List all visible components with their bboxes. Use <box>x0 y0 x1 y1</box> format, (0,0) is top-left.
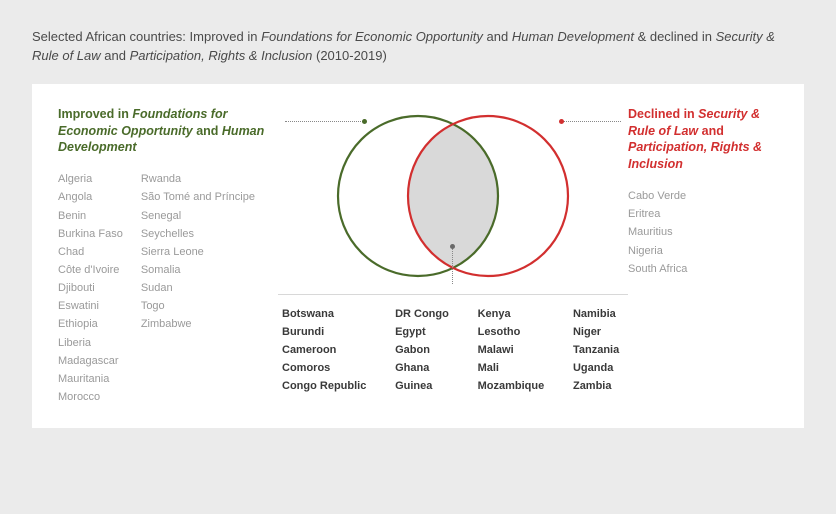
both-list-4: NamibiaNigerTanzaniaUgandaZambia <box>573 305 624 396</box>
country-item: Uganda <box>573 359 624 377</box>
country-item: Zambia <box>573 377 624 395</box>
country-item: Togo <box>141 297 255 315</box>
declined-list: Cabo VerdeEritreaMauritiusNigeriaSouth A… <box>628 187 778 278</box>
country-item: Algeria <box>58 170 123 188</box>
country-item: Somalia <box>141 261 255 279</box>
country-item: Ghana <box>395 359 454 377</box>
venn-svg <box>293 106 613 286</box>
venn-column: BotswanaBurundiCameroonComorosCongo Repu… <box>278 106 628 396</box>
country-item: Tanzania <box>573 341 624 359</box>
country-item: Sudan <box>141 279 255 297</box>
connector-down <box>452 248 453 284</box>
country-item: Senegal <box>141 207 255 225</box>
country-item: Mauritania <box>58 370 123 388</box>
both-list-3: KenyaLesothoMalawiMaliMozambique <box>478 305 549 396</box>
both-country-grid: BotswanaBurundiCameroonComorosCongo Repu… <box>278 294 628 396</box>
country-item: Mali <box>478 359 549 377</box>
improved-column: Improved in Foundations for Economic Opp… <box>58 106 278 406</box>
country-item: Cabo Verde <box>628 187 778 205</box>
country-item: Eswatini <box>58 297 123 315</box>
declined-heading: Declined in Security & Rule of Law and P… <box>628 106 778 174</box>
figure-title: Selected African countries: Improved in … <box>32 28 804 66</box>
improved-list-2: RwandaSão Tomé and PríncipeSenegalSeyche… <box>141 170 255 406</box>
country-item: Côte d'Ivoire <box>58 261 123 279</box>
country-item: Seychelles <box>141 225 255 243</box>
country-item: Comoros <box>282 359 371 377</box>
country-item: Sierra Leone <box>141 243 255 261</box>
country-item: Botswana <box>282 305 371 323</box>
figure-container: Selected African countries: Improved in … <box>0 0 836 514</box>
country-item: Mauritius <box>628 223 778 241</box>
both-list-2: DR CongoEgyptGabonGhanaGuinea <box>395 305 454 396</box>
country-item: Lesotho <box>478 323 549 341</box>
country-item: Djibouti <box>58 279 123 297</box>
country-item: Egypt <box>395 323 454 341</box>
country-item: São Tomé and Príncipe <box>141 188 255 206</box>
country-item: DR Congo <box>395 305 454 323</box>
country-item: Congo Republic <box>282 377 371 395</box>
country-item: Ethiopia <box>58 315 123 333</box>
country-item: Cameroon <box>282 341 371 359</box>
content-card: Improved in Foundations for Economic Opp… <box>32 84 804 428</box>
country-item: Morocco <box>58 388 123 406</box>
country-item: Mozambique <box>478 377 549 395</box>
country-item: Liberia <box>58 334 123 352</box>
country-item: Niger <box>573 323 624 341</box>
country-item: Eritrea <box>628 205 778 223</box>
country-item: Gabon <box>395 341 454 359</box>
country-item: Malawi <box>478 341 549 359</box>
improved-country-columns: AlgeriaAngolaBeninBurkina FasoChadCôte d… <box>58 170 278 406</box>
improved-heading: Improved in Foundations for Economic Opp… <box>58 106 278 157</box>
improved-list-1: AlgeriaAngolaBeninBurkina FasoChadCôte d… <box>58 170 123 406</box>
connector-right <box>563 121 621 122</box>
country-item: Kenya <box>478 305 549 323</box>
country-item: Zimbabwe <box>141 315 255 333</box>
venn-diagram <box>293 106 613 286</box>
country-item: Angola <box>58 188 123 206</box>
country-item: Guinea <box>395 377 454 395</box>
country-item: Burkina Faso <box>58 225 123 243</box>
country-item: South Africa <box>628 260 778 278</box>
country-item: Madagascar <box>58 352 123 370</box>
country-item: Chad <box>58 243 123 261</box>
country-item: Benin <box>58 207 123 225</box>
country-item: Burundi <box>282 323 371 341</box>
country-item: Nigeria <box>628 242 778 260</box>
declined-column: Declined in Security & Rule of Law and P… <box>628 106 778 278</box>
both-list-1: BotswanaBurundiCameroonComorosCongo Repu… <box>282 305 371 396</box>
connector-left <box>285 121 363 122</box>
country-item: Rwanda <box>141 170 255 188</box>
country-item: Namibia <box>573 305 624 323</box>
